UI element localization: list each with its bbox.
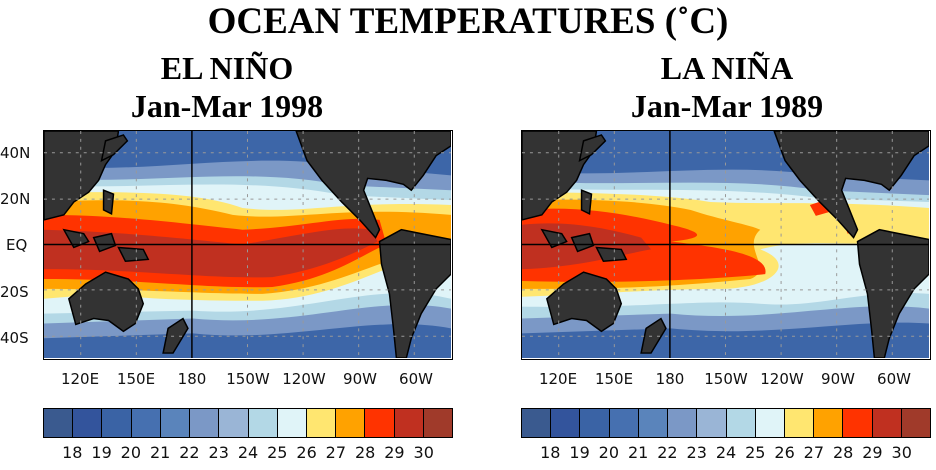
el-nino-colorbar (43, 408, 453, 438)
colorbar-label: 23 (686, 443, 707, 462)
lon-label: 60W (877, 370, 911, 388)
lon-label: 150E (594, 370, 634, 388)
colorbar-label: 22 (657, 443, 678, 462)
sst-band-30 (44, 228, 378, 278)
colorbar-swatch (697, 409, 727, 437)
el-nino-map (43, 130, 453, 360)
colorbar-label: 29 (862, 443, 883, 462)
lat-label: EQ (6, 236, 28, 254)
colorbar-swatch (131, 409, 161, 437)
colorbar-swatch (73, 409, 103, 437)
colorbar-label: 25 (745, 443, 766, 462)
lon-label: 120W (760, 370, 804, 388)
colorbar-swatch (843, 409, 873, 437)
colorbar-swatch (784, 409, 815, 437)
colorbar-label: 27 (803, 443, 825, 462)
lon-label: 150W (226, 370, 270, 388)
colorbar-swatch (160, 409, 191, 437)
colorbar-swatch (248, 409, 278, 437)
la-nina-colorbar (521, 408, 931, 438)
la-nina-map (521, 130, 931, 360)
colorbar-label: 18 (62, 443, 83, 462)
colorbar-swatch (901, 409, 931, 437)
lat-label: 40S (0, 329, 29, 347)
colorbar-label: 21 (149, 443, 171, 462)
colorbar-label: 24 (715, 443, 737, 462)
colorbar-label: 28 (832, 443, 854, 462)
main-title: OCEAN TEMPERATURES (˚C) (207, 1, 729, 42)
colorbar-swatch (365, 409, 395, 437)
colorbar-label: 25 (267, 443, 288, 462)
colorbar-label: 24 (237, 443, 259, 462)
colorbar-swatch (423, 409, 453, 437)
lat-label: 20N (0, 190, 31, 208)
colorbar-label: 21 (627, 443, 649, 462)
colorbar-label: 27 (325, 443, 347, 462)
colorbar-swatch (638, 409, 669, 437)
colorbar-swatch (102, 409, 132, 437)
colorbar-swatch (668, 409, 698, 437)
lon-label: 60W (399, 370, 433, 388)
colorbar-label: 20 (120, 443, 142, 462)
colorbar-swatch (522, 409, 552, 437)
colorbar-label: 22 (179, 443, 200, 462)
lat-label: 40N (0, 144, 31, 162)
colorbar-label: 23 (208, 443, 229, 462)
colorbar-label: 30 (413, 443, 434, 462)
lat-label: 20S (0, 283, 29, 301)
colorbar-swatch (336, 409, 366, 437)
lon-label: 120E (60, 370, 100, 388)
colorbar-swatch (872, 409, 902, 437)
la-nina-period: Jan-Mar 1989 (630, 88, 824, 124)
colorbar-swatch (277, 409, 307, 437)
colorbar-swatch (551, 409, 581, 437)
colorbar-swatch (609, 409, 639, 437)
colorbar-label: 26 (774, 443, 795, 462)
lon-label: 150W (704, 370, 748, 388)
colorbar-swatch (726, 409, 756, 437)
colorbar-swatch (394, 409, 424, 437)
colorbar-label: 19 (91, 443, 112, 462)
colorbar-swatch (814, 409, 844, 437)
colorbar-label: 26 (296, 443, 317, 462)
colorbar-swatch (219, 409, 249, 437)
colorbar-swatch (306, 409, 337, 437)
colorbar-swatch (755, 409, 785, 437)
lon-label: 180 (655, 370, 685, 388)
el-nino-period: Jan-Mar 1998 (130, 88, 324, 124)
colorbar-label: 20 (598, 443, 620, 462)
el-nino-title: EL NIÑO (160, 50, 294, 86)
lon-label: 180 (177, 370, 207, 388)
lon-label: 90W (343, 370, 377, 388)
colorbar-label: 18 (540, 443, 561, 462)
lon-label: 150E (116, 370, 156, 388)
colorbar-swatch (44, 409, 74, 437)
colorbar-label: 29 (384, 443, 405, 462)
colorbar-label: 30 (891, 443, 912, 462)
lon-label: 120E (538, 370, 578, 388)
colorbar-label: 19 (569, 443, 590, 462)
colorbar-swatch (190, 409, 220, 437)
colorbar-label: 28 (354, 443, 376, 462)
colorbar-swatch (580, 409, 610, 437)
la-nina-title: LA NIÑA (660, 50, 794, 86)
lon-label: 90W (821, 370, 855, 388)
lon-label: 120W (282, 370, 326, 388)
